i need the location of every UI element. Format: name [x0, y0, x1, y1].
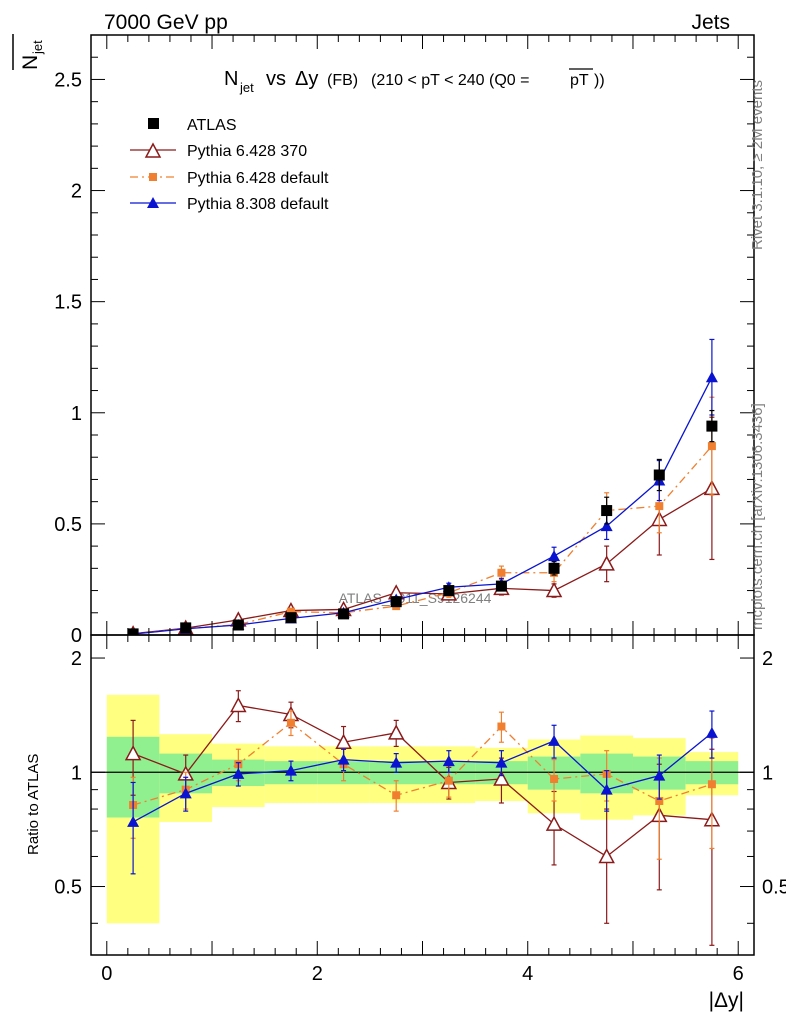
point-atlas — [443, 585, 455, 597]
y-tick-label: 1 — [71, 403, 82, 425]
ratio-point-pythia-6-428-default — [286, 718, 295, 727]
point-pythia-6-428-default — [286, 607, 295, 616]
point-pythia-6-428-370 — [545, 581, 563, 598]
ratio-point-pythia-8-308-default — [442, 755, 455, 767]
ratio-line-pythia-8-308-default — [132, 732, 713, 823]
point-atlas — [338, 608, 350, 620]
point-pythia-6-428-default — [707, 442, 716, 451]
y-tick-label: 0 — [71, 625, 82, 647]
y-tick-label: 0.5 — [54, 514, 82, 536]
ylabel-sub: jet — [30, 40, 45, 55]
x-tick-label: 0 — [101, 963, 112, 985]
ratio-point-pythia-6-428-370 — [230, 696, 247, 713]
legend-atlas-label: ATLAS — [187, 117, 237, 134]
ratio-point-pythia-8-308-default — [600, 783, 613, 795]
ratio-plot-layer — [91, 690, 754, 946]
ylabel-main: N — [19, 55, 42, 70]
x-tick-label: 2 — [312, 963, 323, 985]
legend-atlas-marker — [148, 118, 159, 129]
ratio-point-pythia-6-428-370 — [598, 847, 615, 864]
title-q0: pT — [570, 72, 589, 89]
point-atlas — [653, 469, 665, 481]
ratio-y-tick-label-right: 2 — [762, 648, 773, 670]
ratio-y-tick-label-right: 1 — [762, 762, 773, 784]
ratio-point-pythia-6-428-370 — [387, 724, 405, 740]
ratio-line-pythia-6-428-370 — [132, 704, 712, 858]
point-atlas — [285, 612, 297, 624]
legend-p6-default-marker — [149, 173, 157, 181]
y-tick-label: 1.5 — [54, 292, 82, 314]
title-range: (210 < pT < 240 (Q0 = — [371, 72, 529, 89]
point-pythia-8-308-default — [705, 371, 718, 383]
main-plot-layer — [127, 338, 721, 635]
y-tick-label: 2.5 — [54, 69, 82, 91]
axes-layer: 0 2 4 600.511.522.50.5 0.51 12 2 — [54, 34, 786, 985]
ratio-point-pythia-8-308-default — [653, 769, 666, 781]
ratio-point-pythia-8-308-default — [127, 815, 140, 827]
mcplots-label: mcplots.cern.ch [arXiv:1306.3436] — [749, 403, 766, 630]
title-fb: (FB) — [327, 72, 358, 89]
title-lhs: N — [224, 68, 238, 90]
ratio-point-pythia-6-428-default — [444, 776, 453, 785]
point-pythia-6-428-default — [497, 568, 506, 577]
xlabel: |Δy| — [709, 989, 744, 1012]
x-tick-label: 4 — [522, 963, 533, 985]
title-vs: vs — [266, 68, 286, 90]
ratio-point-pythia-8-308-default — [495, 756, 508, 768]
title-close: )) — [594, 72, 605, 89]
point-atlas — [232, 619, 244, 631]
ratio-ylabel: Ratio to ATLAS — [25, 754, 42, 855]
ratio-point-pythia-8-308-default — [179, 787, 192, 799]
ratio-point-pythia-6-428-370 — [493, 770, 510, 786]
legend-p8-label: Pythia 8.308 default — [187, 196, 329, 213]
ratio-point-pythia-6-428-370 — [545, 815, 563, 831]
energy-label: 7000 GeV pp — [104, 11, 228, 34]
legend-p6-370-label: Pythia 6.428 370 — [187, 143, 307, 160]
ratio-y-tick-label-right: 0.5 — [762, 877, 786, 899]
ratio-point-pythia-6-428-default — [707, 780, 716, 789]
point-pythia-8-308-default — [600, 520, 613, 532]
point-atlas — [601, 505, 613, 517]
title-var: Δy — [295, 68, 318, 90]
ratio-point-pythia-6-428-default — [655, 797, 664, 806]
point-atlas — [706, 420, 718, 432]
rivet-label: Rivet 3.1.10, ≥ 2M events — [749, 80, 766, 250]
ratio-y-tick-label: 0.5 — [54, 877, 82, 899]
legend-p6-370-marker — [144, 142, 162, 158]
ratio-point-pythia-8-308-default — [705, 726, 718, 738]
ratio-point-pythia-6-428-370 — [124, 745, 142, 761]
ratio-y-tick-label: 2 — [71, 648, 82, 670]
ratio-point-pythia-6-428-default — [497, 722, 506, 731]
ratio-line-pythia-6-428-default — [132, 721, 713, 806]
x-tick-label: 6 — [733, 963, 744, 985]
chart-title: N jet vs Δy (FB) (210 < pT < 240 (Q0 = p… — [224, 68, 605, 95]
title-lhs-sub: jet — [239, 80, 254, 95]
legend: ATLAS Pythia 6.428 370 Pythia 6.428 defa… — [130, 117, 329, 213]
point-pythia-6-428-default — [655, 502, 664, 511]
point-atlas — [127, 628, 139, 635]
ratio-point-pythia-6-428-default — [392, 791, 401, 800]
point-atlas — [495, 580, 507, 592]
point-atlas — [180, 622, 192, 634]
ratio-point-pythia-8-308-default — [284, 764, 297, 776]
process-label: Jets — [691, 11, 730, 34]
point-pythia-8-308-default — [548, 550, 561, 562]
ratio-y-tick-label: 1 — [71, 762, 82, 784]
series-line-pythia-8-308-default — [133, 376, 713, 635]
legend-p6-default-label: Pythia 6.428 default — [187, 170, 329, 187]
y-tick-label: 2 — [71, 181, 82, 203]
main-ylabel: N jet — [12, 34, 45, 70]
ratio-point-pythia-8-308-default — [548, 734, 561, 746]
ratio-point-pythia-6-428-370 — [335, 733, 352, 749]
ratio-point-pythia-6-428-default — [550, 775, 559, 784]
legend-p8-marker — [147, 197, 159, 208]
point-atlas — [390, 596, 402, 608]
ratio-point-pythia-8-308-default — [232, 767, 245, 779]
ratio-point-pythia-8-308-default — [390, 756, 403, 768]
ratio-point-pythia-8-308-default — [337, 753, 350, 765]
point-pythia-6-428-370 — [598, 555, 615, 571]
point-atlas — [548, 562, 560, 574]
